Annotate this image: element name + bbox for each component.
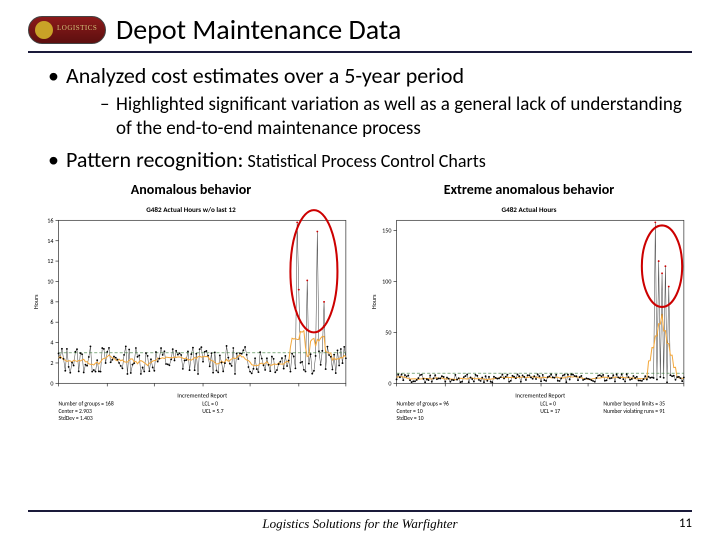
svg-text:Number of groups = 96: Number of groups = 96 [397,401,450,408]
svg-text:Incremented Report: Incremented Report [515,392,565,400]
bullet-2: Pattern recognition: Statistical Process… [48,147,692,173]
svg-text:Center = 10: Center = 10 [397,408,423,415]
chart-right: G482 Actual Hours 0 50 100 150 Hours Increment… [366,202,692,426]
svg-text:StdDev = 10: StdDev = 10 [397,415,424,422]
svg-text:LCL = 0: LCL = 0 [202,401,218,408]
svg-text:Center = 2.903: Center = 2.903 [59,408,92,415]
footer-rule [28,510,692,512]
header-rule [28,51,692,53]
svg-text:Number of groups = 168: Number of groups = 168 [59,401,114,408]
svg-text:2: 2 [50,359,53,367]
svg-text:50: 50 [385,329,391,337]
svg-text:Hours: Hours [370,294,378,309]
chart-left: G482 Actual Hours w/o last 12 0 2 4 6 8 10 12 14… [28,202,354,426]
svg-text:Number violating runs = 91: Number violating runs = 91 [603,408,665,415]
svg-text:10: 10 [47,278,53,286]
bullet-2-main: Pattern recognition: [66,146,243,173]
chart-right-caption: Extreme anomalous behavior [366,181,692,198]
bullet-1-text: Analyzed cost estimates over a 5-year pe… [66,62,464,89]
bullet-2-tail: Statistical Process Control Charts [243,150,485,172]
svg-text:0: 0 [50,380,53,388]
svg-text:LCL = 0: LCL = 0 [540,401,556,408]
svg-text:100: 100 [382,278,391,286]
svg-text:12: 12 [47,257,53,265]
svg-text:Number beyond limits = 35: Number beyond limits = 35 [603,401,665,408]
chart-left-svg: G482 Actual Hours w/o last 12 0 2 4 6 8 10 12 14… [28,202,354,426]
chart-left-caption: Anomalous behavior [28,181,354,198]
bullet-1: Analyzed cost estimates over a 5-year pe… [48,63,692,141]
page-title: Depot Maintenance Data [116,12,401,47]
svg-text:G482 Actual Hours w/o last 12: G482 Actual Hours w/o last 12 [146,205,236,214]
svg-text:UCL = 17: UCL = 17 [540,408,560,415]
svg-text:StdDev = 1.403: StdDev = 1.403 [59,415,93,422]
footer-center: Logistics Solutions for the Warfighter [64,516,656,532]
svg-text:150: 150 [382,227,391,235]
svg-text:14: 14 [47,237,53,245]
svg-text:0: 0 [388,380,391,388]
svg-text:16: 16 [47,217,53,225]
logistics-logo [28,16,106,44]
svg-text:UCL = 5.7: UCL = 5.7 [202,408,223,415]
svg-text:8: 8 [50,298,53,306]
footer: Logistics Solutions for the Warfighter 1… [0,510,720,532]
svg-text:4: 4 [50,339,53,347]
page-number: 11 [656,516,692,532]
chart-right-svg: G482 Actual Hours 0 50 100 150 Hours Increment… [366,202,692,426]
svg-text:Incremented Report: Incremented Report [177,392,227,400]
svg-text:Hours: Hours [32,294,40,309]
svg-text:6: 6 [50,319,53,327]
svg-text:G482 Actual Hours: G482 Actual Hours [502,205,557,214]
bullet-1-sub: Highlighted significant variation as wel… [100,93,692,141]
